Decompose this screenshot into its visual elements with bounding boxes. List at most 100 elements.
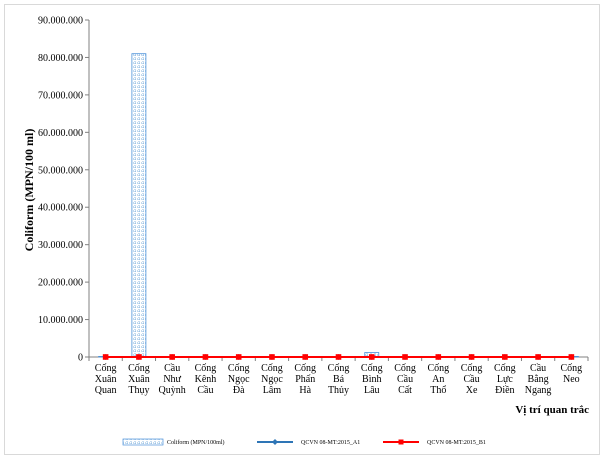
x-tick-label-line: Cống (128, 363, 150, 374)
x-tick-label-line: An (432, 374, 444, 385)
x-tick-label-line: Cống (427, 363, 449, 374)
x-tick-label-line: Hà (299, 385, 311, 396)
qcvn-b1-point (169, 354, 175, 360)
x-tick-label-line: Điền (495, 385, 514, 396)
x-tick-label-line: Ngọc (261, 374, 283, 385)
x-tick-label: Cống Phấn Hà (294, 363, 316, 396)
x-tick-label: Cống Xuân Quan (95, 363, 117, 396)
x-tick-label-line: Xuân (95, 374, 117, 385)
qcvn-b1-point (302, 354, 309, 360)
x-tick-label: Cống Ngọc Lâm (261, 363, 283, 396)
x-tick-label-line: Phấn (295, 374, 315, 385)
x-tick-label-line: Như (163, 374, 181, 385)
x-tick-label: Cống Lực Điền (494, 363, 516, 396)
qcvn-b1-point (102, 354, 109, 360)
axis-labels: Coliform (MPN/100 ml) Vị trí quan trắc (22, 129, 589, 416)
qcvn-b1-point (335, 354, 342, 360)
x-tick-label-line: Bình (362, 374, 381, 385)
x-tick-label: Cống Bình Lâu (361, 363, 383, 396)
x-tick-label-line: Cống (261, 363, 283, 374)
qcvn-b1-point (568, 354, 575, 360)
x-tick-label-line: Cống (461, 363, 483, 374)
x-tick-label-line: Cống (394, 363, 416, 374)
y-axis: 0 10.000.000 20.000.000 30.000.000 40.000.00… (38, 16, 90, 364)
qcvn-b1-point (202, 354, 209, 360)
x-axis-title: Vị trí quan trắc (515, 404, 589, 416)
qcvn-b1-point (435, 354, 442, 360)
line-series (102, 353, 575, 360)
x-tick-label-line: Cống (328, 363, 350, 374)
x-tick-label-line: Lực (497, 374, 514, 385)
x-tick-label-line: Cầu (464, 374, 480, 385)
x-tick-label-line: Ngang (525, 385, 552, 396)
x-tick-label-line: Cống (294, 363, 316, 374)
x-tick-label: Cống Xuân Thụy (128, 363, 150, 396)
x-tick-label-line: Xuân (128, 374, 150, 385)
y-tick-label: 70.000.000 (38, 90, 83, 101)
x-tick-label-line: Bằng (528, 374, 549, 385)
qcvn-b1-point (235, 354, 242, 360)
y-tick-label: 90.000.000 (38, 16, 83, 27)
x-tick-label-line: Cầu (164, 363, 180, 374)
y-tick-label: 0 (78, 353, 83, 364)
y-tick-label: 80.000.000 (38, 53, 83, 64)
legend-marker-b1 (398, 439, 404, 445)
y-tick-label: 20.000.000 (38, 278, 83, 289)
x-tick-label: Cống Kênh Cầu (195, 363, 217, 396)
x-tick-label-line: Thụy (128, 385, 149, 396)
legend-marker-a1 (272, 439, 278, 445)
bar-series (98, 53, 579, 358)
qcvn-b1-point (136, 354, 142, 360)
x-tick-label: Cống Ngọc Đà (228, 363, 250, 396)
y-tick-label: 10.000.000 (38, 315, 83, 326)
x-tick-label-line: Cống (195, 363, 217, 374)
chart-frame: 0 10.000.000 20.000.000 30.000.000 40.000.00… (4, 4, 600, 455)
x-tick-label-line: Thổ (430, 385, 446, 396)
y-axis-title: Coliform (MPN/100 ml) (22, 129, 36, 252)
y-tick-label: 50.000.000 (38, 165, 83, 176)
x-tick-label: Cầu Như Quỳnh (159, 363, 186, 396)
x-tick-label-line: Cầu (197, 385, 213, 396)
qcvn-b1-point (502, 354, 508, 360)
x-tick-label-line: Cống (95, 363, 117, 374)
x-tick-label: Cống Neo (561, 363, 583, 385)
x-tick-label-line: Cầu (397, 374, 413, 385)
x-tick-label-line: Cầu (530, 363, 546, 374)
x-tick-label-line: Bá (333, 374, 345, 385)
x-tick-label: Cống Cầu Cất (394, 363, 416, 396)
coliform-chart: 0 10.000.000 20.000.000 30.000.000 40.000.00… (22, 16, 589, 447)
legend-swatch-coliform (122, 438, 164, 446)
x-tick-label-line: Lâu (364, 385, 380, 396)
x-tick-label: Cống An Thổ (427, 363, 449, 396)
x-tick-label-line: Thủy (328, 385, 349, 396)
x-tick-label: Cống Cầu Xe (461, 363, 483, 396)
x-tick-label: Cống Bá Thủy (328, 363, 350, 396)
x-tick-label: Cầu Bằng Ngang (525, 363, 552, 396)
x-tick-label-line: Cất (398, 385, 412, 396)
legend: Coliform (MPN/100ml) QCVN 08-MT:2015_A1 QC… (122, 438, 486, 446)
legend-label: QCVN 08-MT:2015_A1 (301, 440, 360, 446)
x-tick-label-line: Quan (95, 385, 117, 396)
legend-label: Coliform (MPN/100ml) (167, 439, 225, 446)
y-tick-label: 60.000.000 (38, 128, 83, 139)
qcvn-b1-point (468, 354, 475, 360)
x-tick-label-line: Kênh (195, 374, 217, 385)
qcvn-b1-point (535, 354, 541, 360)
x-tick-label-line: Xe (466, 385, 478, 396)
x-tick-label-line: Neo (563, 374, 580, 385)
x-tick-label-line: Ngọc (228, 374, 250, 385)
coliform-bar (131, 53, 147, 358)
x-tick-label-line: Cống (228, 363, 250, 374)
x-tick-label-line: Cống (494, 363, 516, 374)
y-tick-label: 40.000.000 (38, 203, 83, 214)
y-tick-label: 30.000.000 (38, 240, 83, 251)
x-tick-label-line: Cống (561, 363, 583, 374)
x-tick-label-line: Cống (361, 363, 383, 374)
x-tick-label-line: Lâm (263, 385, 282, 396)
qcvn-b1-point (269, 354, 275, 360)
qcvn-b1-point (402, 354, 408, 360)
x-tick-label-line: Đà (233, 385, 245, 396)
x-tick-label-line: Quỳnh (159, 385, 186, 396)
legend-label: QCVN 08-MT:2015_B1 (427, 440, 486, 446)
